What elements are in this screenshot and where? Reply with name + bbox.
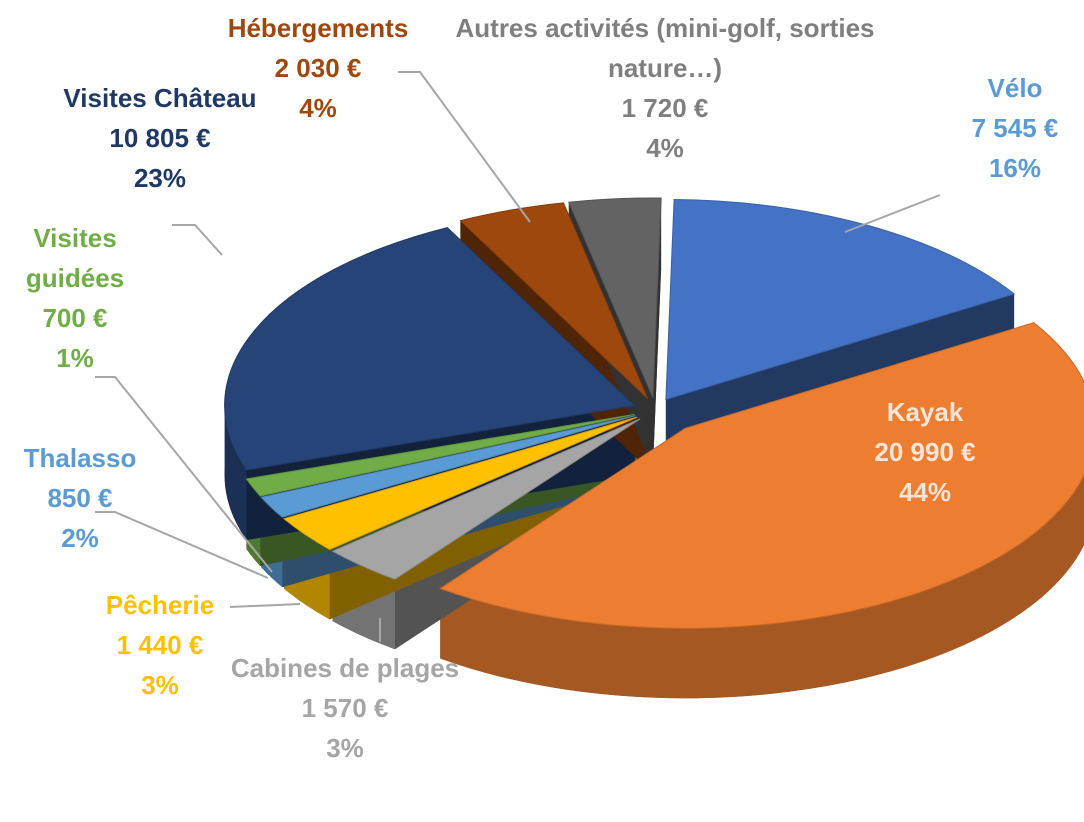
category-label: Visites Château (63, 83, 257, 113)
leader-line (172, 224, 223, 256)
percent-label: 1% (56, 343, 94, 373)
leader-line (398, 71, 531, 223)
leader-line (95, 511, 269, 579)
value-label: 700 € (42, 303, 108, 333)
value-label: 850 € (47, 483, 113, 513)
slice (459, 202, 649, 399)
category-label: Vélo (987, 73, 1043, 103)
slice (439, 322, 1084, 629)
category-label: Thalasso (23, 443, 137, 473)
category-label: Cabines de plages (230, 653, 460, 683)
slice-side (652, 197, 662, 468)
category-label: Pêcherie (105, 590, 215, 620)
pie (224, 197, 1084, 699)
percent-label: 4% (646, 133, 684, 163)
slice-label: Pêcherie 1 440 € 3% (60, 585, 260, 705)
slice-label: Vélo 7 545 € 16% (915, 68, 1084, 188)
leader-line (95, 376, 273, 573)
value-label: 1 720 € (621, 93, 709, 123)
category-label: Hébergements (227, 13, 409, 43)
leader-lines (95, 71, 941, 642)
percent-label: 44% (898, 477, 952, 507)
value-label: 1 570 € (301, 693, 389, 723)
slice (260, 415, 636, 518)
slice (331, 418, 641, 580)
value-label: 10 805 € (109, 123, 211, 153)
slice-label: Hébergements 2 030 € 4% (208, 8, 428, 128)
value-label: 7 545 € (971, 113, 1059, 143)
slice-label: Cabines de plages 1 570 € 3% (205, 648, 485, 768)
leader-line (229, 603, 301, 608)
percent-label: 16% (988, 153, 1042, 183)
percent-label: 4% (299, 93, 337, 123)
category-label: Autres activités (mini-golf, sorties nat… (455, 13, 875, 83)
slice-label: Visites Château 10 805 € 23% (60, 78, 260, 198)
value-label: 20 990 € (874, 437, 976, 467)
slice (665, 199, 1016, 401)
category-label: Visites guidées (25, 223, 125, 293)
slice (568, 197, 662, 399)
slice-label: Thalasso 850 € 2% (0, 438, 170, 558)
slice-label: Visites guidées 700 € 1% (0, 218, 155, 378)
percent-label: 3% (326, 733, 364, 763)
percent-label: 23% (133, 163, 187, 193)
slice (224, 227, 636, 471)
pie-tops (224, 197, 1084, 629)
category-label: Kayak (886, 397, 964, 427)
slice-side (440, 475, 1084, 699)
value-label: 2 030 € (274, 53, 362, 83)
slice (282, 416, 638, 550)
percent-label: 2% (61, 523, 99, 553)
slice (245, 413, 635, 497)
slice-label: Kayak 20 990 € 44% (825, 392, 1025, 512)
percent-label: 3% (141, 670, 179, 700)
value-label: 1 440 € (116, 630, 204, 660)
leader-line (844, 194, 941, 233)
slice-label: Autres activités (mini-golf, sorties nat… (455, 8, 875, 168)
